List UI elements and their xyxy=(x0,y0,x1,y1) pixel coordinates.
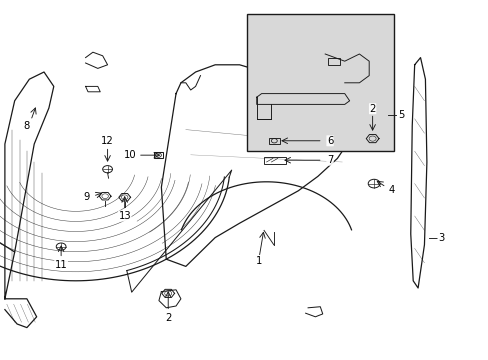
Text: 4: 4 xyxy=(388,185,394,195)
Text: 6: 6 xyxy=(326,136,333,146)
Text: 5: 5 xyxy=(397,110,404,120)
Bar xyxy=(268,138,279,144)
Text: 10: 10 xyxy=(123,150,136,160)
Text: 7: 7 xyxy=(326,155,333,165)
Bar xyxy=(327,58,339,65)
Text: 12: 12 xyxy=(101,136,114,147)
Bar xyxy=(246,14,393,151)
Bar xyxy=(264,157,285,164)
Text: 13: 13 xyxy=(118,211,131,221)
Text: 1: 1 xyxy=(255,256,262,266)
Text: 9: 9 xyxy=(83,192,90,202)
Text: 8: 8 xyxy=(24,121,30,131)
Text: 2: 2 xyxy=(368,104,375,114)
Text: 3: 3 xyxy=(437,233,443,243)
Bar xyxy=(153,152,163,158)
Text: 11: 11 xyxy=(55,260,67,270)
Text: 2: 2 xyxy=(164,312,171,323)
